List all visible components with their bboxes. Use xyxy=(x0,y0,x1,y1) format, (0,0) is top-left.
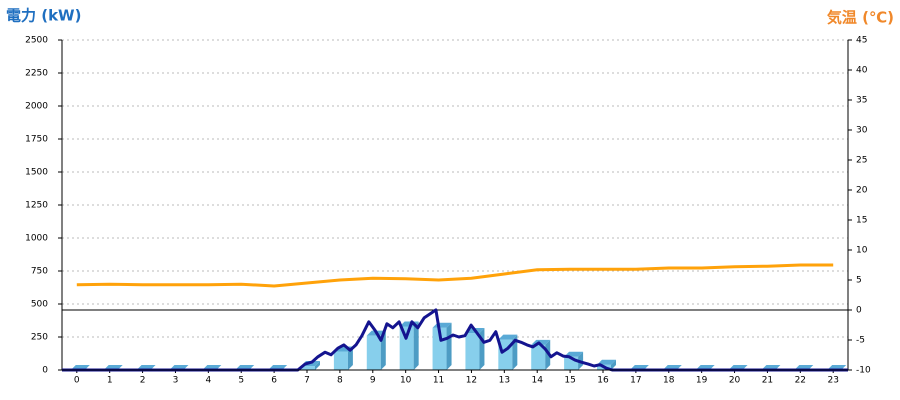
y-tick-label: 0 xyxy=(42,366,48,376)
y2-tick-label: -10 xyxy=(856,366,871,376)
y2-axis-title: 気温 (℃) xyxy=(827,9,894,27)
y2-tick-label: -5 xyxy=(856,336,865,346)
x-tick-label: 6 xyxy=(271,376,277,386)
y-tick-label: 1750 xyxy=(25,135,48,145)
y-tick-label: 1500 xyxy=(25,168,48,178)
x-tick-label: 11 xyxy=(433,376,444,386)
y-tick-label: 2500 xyxy=(25,36,48,46)
y-tick-label: 2250 xyxy=(25,69,48,79)
y-tick-label: 1000 xyxy=(25,234,48,244)
x-tick-label: 14 xyxy=(531,376,543,386)
x-tick-label: 22 xyxy=(795,376,806,386)
x-tick-label: 19 xyxy=(696,376,708,386)
y2-tick-label: 40 xyxy=(856,66,868,76)
y2-tick-label: 20 xyxy=(856,186,868,196)
x-tick-label: 12 xyxy=(466,376,477,386)
y2-tick-label: 30 xyxy=(856,126,868,136)
x-tick-label: 1 xyxy=(107,376,113,386)
x-tick-label: 17 xyxy=(630,376,641,386)
y-tick-label: 2000 xyxy=(25,102,48,112)
x-tick-label: 2 xyxy=(140,376,146,386)
x-tick-label: 18 xyxy=(663,376,675,386)
x-tick-label: 0 xyxy=(74,376,80,386)
x-tick-label: 7 xyxy=(304,376,310,386)
x-tick-label: 4 xyxy=(205,376,211,386)
y2-tick-label: 45 xyxy=(856,36,867,46)
bar xyxy=(399,321,419,370)
y-tick-label: 500 xyxy=(31,300,48,310)
x-tick-label: 20 xyxy=(729,376,741,386)
x-tick-label: 9 xyxy=(370,376,376,386)
y-tick-label: 750 xyxy=(31,267,48,277)
y2-tick-label: 15 xyxy=(856,216,867,226)
x-tick-label: 8 xyxy=(337,376,343,386)
y-tick-label: 250 xyxy=(31,333,48,343)
y2-tick-label: 5 xyxy=(856,276,862,286)
y2-tick-label: 25 xyxy=(856,156,867,166)
x-tick-label: 15 xyxy=(564,376,575,386)
y2-tick-label: 10 xyxy=(856,246,868,256)
x-tick-label: 21 xyxy=(762,376,773,386)
x-tick-label: 13 xyxy=(499,376,510,386)
y2-tick-label: 0 xyxy=(856,306,862,316)
y2-tick-label: 35 xyxy=(856,96,867,106)
y-axis-title: 電力 (kW) xyxy=(6,7,81,25)
power-line xyxy=(62,308,848,372)
bar xyxy=(465,328,485,370)
temperature-line xyxy=(76,263,834,288)
x-tick-label: 5 xyxy=(238,376,244,386)
x-tick-label: 3 xyxy=(173,376,179,386)
y-tick-label: 1250 xyxy=(25,201,48,211)
x-tick-label: 10 xyxy=(400,376,412,386)
bar xyxy=(432,322,452,370)
x-tick-label: 23 xyxy=(827,376,838,386)
x-tick-label: 16 xyxy=(597,376,609,386)
